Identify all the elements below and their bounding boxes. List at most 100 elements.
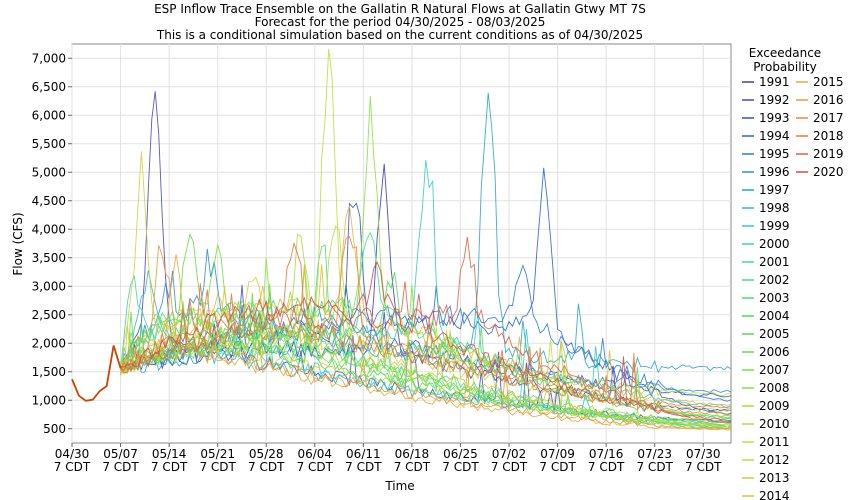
x-tick-sublabel: 7 CDT	[248, 460, 285, 474]
x-tick-label: 07/02	[492, 447, 527, 461]
legend-label: 2020	[813, 165, 844, 179]
x-tick-label: 06/04	[297, 447, 332, 461]
legend-label: 2011	[759, 435, 790, 449]
x-tick-label: 07/30	[686, 447, 721, 461]
x-tick-label: 05/28	[249, 447, 284, 461]
x-tick-label: 06/25	[443, 447, 478, 461]
legend-label: 2005	[759, 327, 790, 341]
legend-label: 2014	[759, 489, 790, 500]
y-tick-label: 3,000	[32, 279, 66, 293]
legend-label: 2015	[813, 75, 844, 89]
title-line-3: This is a conditional simulation based o…	[156, 28, 643, 42]
y-axis-label: Flow (CFS)	[11, 212, 25, 275]
legend: Exceedance Probability 19911992199319941…	[742, 46, 844, 500]
legend-label: 2006	[759, 345, 790, 359]
chart-title: ESP Inflow Trace Ensemble on the Gallati…	[154, 2, 646, 42]
series-line-2016	[120, 244, 732, 430]
x-tick-label: 07/23	[637, 447, 672, 461]
x-tick-label: 05/21	[200, 447, 235, 461]
y-tick-label: 7,000	[32, 51, 66, 65]
y-tick-label: 4,000	[32, 222, 66, 236]
legend-label: 2013	[759, 471, 790, 485]
legend-label: 2017	[813, 111, 844, 125]
x-tick-sublabel: 7 CDT	[54, 460, 91, 474]
x-axis-label: Time	[384, 479, 414, 493]
series-line-2010	[120, 225, 732, 412]
legend-label: 1997	[759, 183, 790, 197]
x-tick-label: 05/07	[103, 447, 138, 461]
legend-label: 1996	[759, 165, 790, 179]
legend-label: 2008	[759, 381, 790, 395]
x-tick-sublabel: 7 CDT	[199, 460, 236, 474]
legend-title-line-2: Probability	[753, 60, 816, 74]
y-tick-label: 6,500	[32, 80, 66, 94]
x-tick-label: 07/09	[540, 447, 575, 461]
title-line-2: Forecast for the period 04/30/2025 - 08/…	[255, 15, 546, 29]
legend-label: 1999	[759, 219, 790, 233]
x-tick-sublabel: 7 CDT	[442, 460, 479, 474]
series-line-2017	[120, 235, 732, 416]
y-tick-label: 5,500	[32, 137, 66, 151]
title-line-1: ESP Inflow Trace Ensemble on the Gallati…	[154, 2, 646, 16]
grid	[71, 44, 731, 443]
y-tick-label: 5,000	[32, 165, 66, 179]
series-line-2009	[120, 233, 732, 422]
x-tick-label: 05/14	[152, 447, 187, 461]
y-tick-label: 1,500	[32, 365, 66, 379]
x-tick-sublabel: 7 CDT	[297, 460, 334, 474]
y-tick-label: 2,500	[32, 308, 66, 322]
x-tick-label: 06/18	[395, 447, 430, 461]
x-tick-sublabel: 7 CDT	[102, 460, 139, 474]
x-tick-sublabel: 7 CDT	[394, 460, 431, 474]
series-line-2007	[120, 244, 732, 430]
legend-label: 1995	[759, 147, 790, 161]
x-tick-sublabel: 7 CDT	[151, 460, 188, 474]
series-line-1997	[120, 92, 732, 376]
x-tick-sublabel: 7 CDT	[636, 460, 673, 474]
legend-label: 2012	[759, 453, 790, 467]
x-tick-sublabel: 7 CDT	[491, 460, 528, 474]
y-tick-label: 6,000	[32, 108, 66, 122]
legend-label: 1991	[759, 75, 790, 89]
series-line-1999	[120, 159, 732, 408]
y-tick-label: 3,500	[32, 251, 66, 265]
legend-label: 2003	[759, 291, 790, 305]
legend-label: 2018	[813, 129, 844, 143]
x-tick-label: 07/16	[589, 447, 624, 461]
series-line-2003	[120, 244, 732, 425]
legend-label: 2019	[813, 147, 844, 161]
legend-label: 1998	[759, 201, 790, 215]
series-line-2013	[120, 276, 732, 428]
legend-label: 2001	[759, 255, 790, 269]
y-tick-label: 2,000	[32, 336, 66, 350]
legend-label: 1992	[759, 93, 790, 107]
y-tick-label: 4,500	[32, 194, 66, 208]
observed-trace	[71, 345, 122, 402]
x-tick-sublabel: 7 CDT	[685, 460, 722, 474]
series-lines	[120, 48, 732, 431]
series-line-2018	[120, 241, 731, 409]
y-tick-label: 500	[43, 422, 66, 436]
series-line-2014	[120, 205, 732, 406]
legend-items: 1991 1992 1993 1994 1995 1996 1997 1998 1999 2000…	[742, 75, 844, 500]
legend-label: 1993	[759, 111, 790, 125]
legend-label: 2010	[759, 417, 790, 431]
legend-label: 2016	[813, 93, 844, 107]
series-line-2020	[120, 261, 732, 421]
x-tick-label: 04/30	[55, 447, 90, 461]
legend-label: 2009	[759, 399, 790, 413]
legend-label: 2004	[759, 309, 790, 323]
legend-label: 2007	[759, 363, 790, 377]
x-tick-label: 06/11	[346, 447, 381, 461]
legend-title-line-1: Exceedance	[749, 46, 821, 60]
legend-label: 2002	[759, 273, 790, 287]
series-line-2019	[120, 236, 731, 424]
observed-line	[71, 345, 122, 402]
legend-label: 1994	[759, 129, 790, 143]
y-tick-label: 1,000	[32, 393, 66, 407]
x-tick-sublabel: 7 CDT	[588, 460, 625, 474]
x-tick-sublabel: 7 CDT	[539, 460, 576, 474]
legend-label: 2000	[759, 237, 790, 251]
